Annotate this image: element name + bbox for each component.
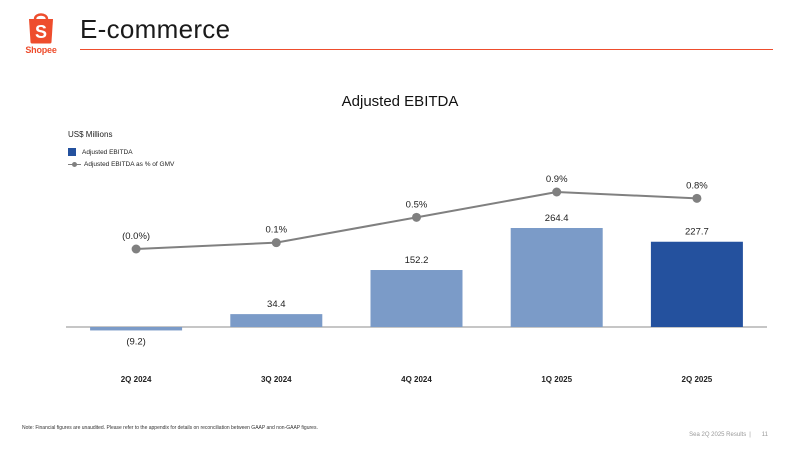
bar-value-label: 34.4: [267, 299, 286, 310]
bar-4q-2024: [370, 270, 463, 327]
page-title: E-commerce: [80, 14, 231, 44]
x-tick-label: 2Q 2025: [682, 375, 713, 384]
gmv-percent-label: 0.5%: [406, 199, 428, 210]
ebitda-chart: (9.2) 2Q 2024 34.4 3Q 2024 152.2 4Q 2024 264.4…: [66, 174, 767, 384]
shopee-logo: S Shopee: [22, 10, 60, 56]
bar-2q-2025: [650, 241, 743, 327]
gmv-percent-point: [271, 238, 281, 248]
page-number: 11: [761, 432, 768, 438]
x-tick-label: 2Q 2024: [121, 375, 152, 384]
footnote: Note: Financial figures are unaudited. P…: [22, 425, 318, 431]
unit-label: US$ Millions: [68, 130, 113, 139]
x-tick-label: 1Q 2025: [541, 375, 572, 384]
legend-item-line: Adjusted EBITDA as % of GMV: [68, 158, 174, 170]
legend-label-bar: Adjusted EBITDA: [82, 148, 133, 156]
footer-separator: |: [749, 432, 751, 438]
bar-value-label: (9.2): [126, 336, 146, 347]
footer-right: Sea 2Q 2025 Results | 11: [689, 432, 768, 438]
gmv-percent-label: 0.8%: [686, 180, 708, 191]
shopping-bag-icon: S: [29, 13, 53, 44]
bar-value-label: 152.2: [405, 255, 429, 266]
gmv-percent-label: 0.1%: [265, 225, 287, 236]
gmv-percent-point: [131, 244, 141, 254]
gmv-percent-label: 0.9%: [546, 174, 568, 185]
gmv-percent-label: (0.0%): [122, 231, 150, 242]
legend-swatch-bar: [68, 148, 76, 156]
legend-label-line: Adjusted EBITDA as % of GMV: [84, 160, 175, 168]
logo-text: Shopee: [25, 45, 57, 55]
title-divider: [80, 49, 773, 50]
legend-swatch-line: [68, 160, 81, 168]
bar-2q-2024: [90, 327, 183, 331]
bar-value-label: 227.7: [685, 227, 709, 238]
x-tick-label: 3Q 2024: [261, 375, 292, 384]
bar-value-label: 264.4: [545, 213, 569, 224]
deck-label: Sea 2Q 2025 Results: [689, 432, 747, 438]
bar-3q-2024: [230, 314, 323, 327]
gmv-percent-point: [412, 212, 421, 222]
svg-text:S: S: [35, 22, 47, 42]
chart-legend: Adjusted EBITDA Adjusted EBITDA as % of …: [68, 146, 174, 170]
gmv-percent-point: [552, 187, 562, 197]
bar-1q-2025: [510, 228, 603, 327]
legend-item-bar: Adjusted EBITDA: [68, 146, 174, 158]
x-tick-label: 4Q 2024: [401, 375, 432, 384]
gmv-percent-point: [692, 193, 702, 203]
chart-title: Adjusted EBITDA: [341, 93, 459, 110]
